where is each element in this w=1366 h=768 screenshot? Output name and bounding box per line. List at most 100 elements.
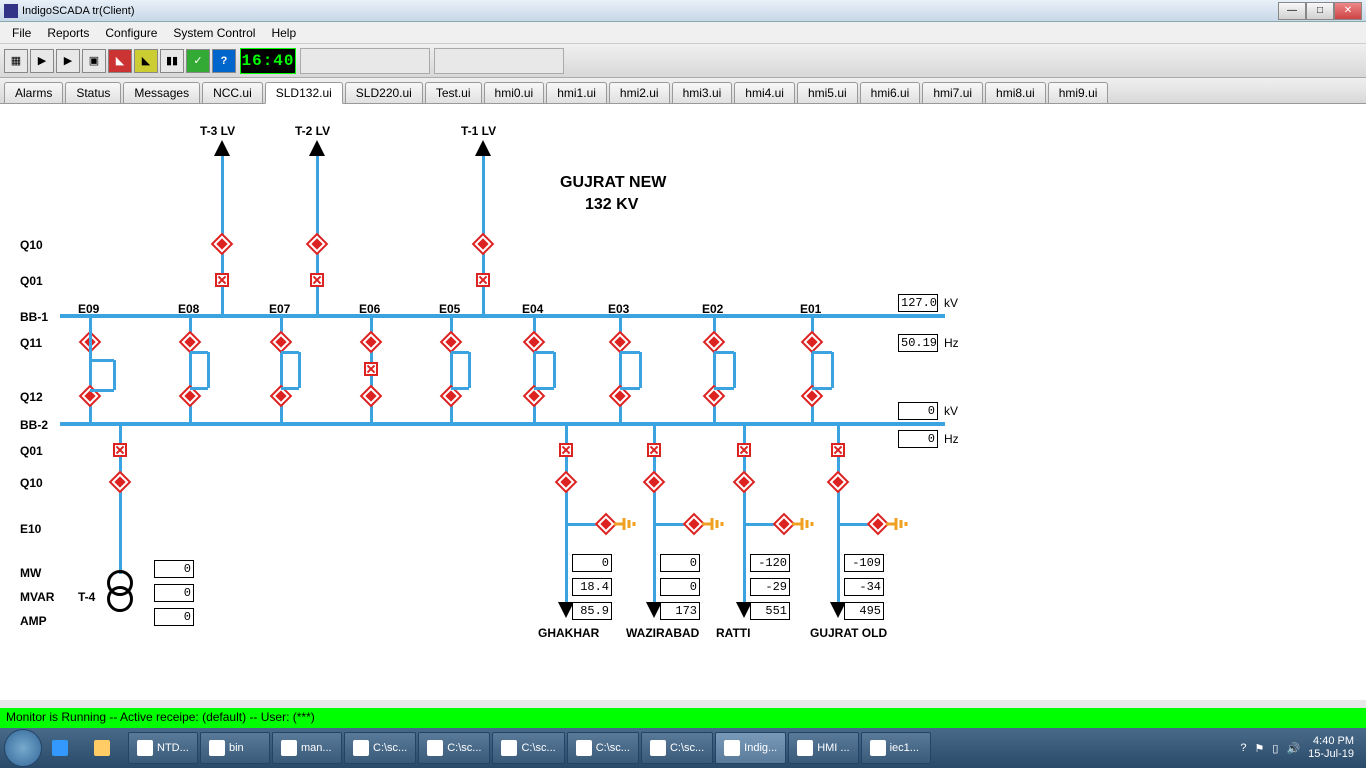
- tab-hmi8-ui[interactable]: hmi8.ui: [985, 82, 1046, 103]
- tab-Alarms[interactable]: Alarms: [4, 82, 63, 103]
- disconnector[interactable]: [306, 233, 329, 256]
- taskbar-item[interactable]: C:\sc...: [418, 732, 490, 764]
- disconnector[interactable]: [643, 471, 666, 494]
- meter: 0: [660, 578, 700, 596]
- wire: [281, 351, 299, 354]
- meter: 0: [660, 554, 700, 572]
- taskbar-item[interactable]: HMI ...: [788, 732, 858, 764]
- breaker[interactable]: [831, 443, 845, 457]
- taskbar-item[interactable]: NTD...: [128, 732, 198, 764]
- menu-bar: FileReportsConfigureSystem ControlHelp: [0, 22, 1366, 44]
- disconnector[interactable]: [211, 233, 234, 256]
- label: GHAKHAR: [538, 626, 599, 640]
- sld-canvas: GUJRAT NEW132 KVQ10Q01BB-1Q11Q12BB-2Q01Q…: [0, 104, 1366, 700]
- disconnector[interactable]: [827, 471, 850, 494]
- tab-hmi2-ui[interactable]: hmi2.ui: [609, 82, 670, 103]
- meter: 0: [154, 584, 194, 602]
- menu-reports[interactable]: Reports: [39, 24, 97, 42]
- disconnector[interactable]: [360, 331, 383, 354]
- toolbar-btn-6[interactable]: ◣: [134, 49, 158, 73]
- close-button[interactable]: ✕: [1334, 2, 1362, 20]
- taskbar-item[interactable]: C:\sc...: [344, 732, 416, 764]
- tab-hmi6-ui[interactable]: hmi6.ui: [860, 82, 921, 103]
- label: E04: [522, 302, 543, 316]
- tray-flag-icon[interactable]: ⚑: [1255, 742, 1265, 755]
- toolbar-btn-5[interactable]: ◣: [108, 49, 132, 73]
- meter: 0: [154, 560, 194, 578]
- wire: [89, 316, 92, 360]
- meter: 0: [898, 402, 938, 420]
- taskbar-item[interactable]: C:\sc...: [492, 732, 564, 764]
- toolbar-btn-3[interactable]: ▶: [56, 49, 80, 73]
- tab-Status[interactable]: Status: [65, 82, 121, 103]
- taskbar-ie[interactable]: [44, 732, 84, 764]
- disconnector[interactable]: [555, 471, 578, 494]
- tray-net-icon[interactable]: ▯: [1272, 742, 1278, 755]
- tab-hmi0-ui[interactable]: hmi0.ui: [484, 82, 545, 103]
- breaker[interactable]: [215, 273, 229, 287]
- toolbar-btn-7[interactable]: ▮▮: [160, 49, 184, 73]
- tab-hmi7-ui[interactable]: hmi7.ui: [922, 82, 983, 103]
- breaker[interactable]: [113, 443, 127, 457]
- menu-file[interactable]: File: [4, 24, 39, 42]
- wire: [207, 352, 210, 388]
- tab-hmi9-ui[interactable]: hmi9.ui: [1048, 82, 1109, 103]
- tab-NCC-ui[interactable]: NCC.ui: [202, 82, 263, 103]
- disconnector[interactable]: [733, 471, 756, 494]
- window-titlebar: IndigoSCADA tr(Client) — □ ✕: [0, 0, 1366, 22]
- toolbar-btn-2[interactable]: ▶: [30, 49, 54, 73]
- tab-Messages[interactable]: Messages: [123, 82, 200, 103]
- tab-hmi1-ui[interactable]: hmi1.ui: [546, 82, 607, 103]
- wire: [620, 351, 640, 354]
- menu-configure[interactable]: Configure: [97, 24, 165, 42]
- breaker[interactable]: [559, 443, 573, 457]
- menu-system-control[interactable]: System Control: [165, 24, 263, 42]
- start-button[interactable]: [4, 729, 42, 767]
- taskbar-item[interactable]: man...: [272, 732, 342, 764]
- window-title: IndigoSCADA tr(Client): [22, 5, 1278, 17]
- breaker[interactable]: [364, 362, 378, 376]
- meter: 495: [844, 602, 884, 620]
- unit: Hz: [944, 432, 959, 446]
- wire: [553, 352, 556, 388]
- toolbar-btn-1[interactable]: ▦: [4, 49, 28, 73]
- meter: -29: [750, 578, 790, 596]
- toolbar-btn-help[interactable]: ?: [212, 49, 236, 73]
- disconnector[interactable]: [472, 233, 495, 256]
- ground-icon: [702, 516, 730, 532]
- wire: [451, 387, 469, 390]
- wire: [281, 387, 299, 390]
- breaker[interactable]: [737, 443, 751, 457]
- tab-SLD132-ui[interactable]: SLD132.ui: [265, 82, 343, 104]
- tab-hmi4-ui[interactable]: hmi4.ui: [734, 82, 795, 103]
- breaker[interactable]: [310, 273, 324, 287]
- menu-help[interactable]: Help: [263, 24, 304, 42]
- label: T-1 LV: [461, 124, 496, 138]
- maximize-button[interactable]: □: [1306, 2, 1334, 20]
- minimize-button[interactable]: —: [1278, 2, 1306, 20]
- breaker[interactable]: [647, 443, 661, 457]
- tray-clock[interactable]: 4:40 PM 15-Jul-19: [1308, 735, 1354, 761]
- tray-vol-icon[interactable]: 🔊: [1286, 742, 1300, 755]
- taskbar-explorer[interactable]: [86, 732, 126, 764]
- taskbar-item[interactable]: iec1...: [861, 732, 931, 764]
- taskbar-item[interactable]: Indig...: [715, 732, 786, 764]
- taskbar-item[interactable]: C:\sc...: [567, 732, 639, 764]
- wire: [812, 387, 832, 390]
- tray-help-icon[interactable]: ?: [1240, 742, 1246, 754]
- label: RATTI: [716, 626, 750, 640]
- tab-hmi3-ui[interactable]: hmi3.ui: [672, 82, 733, 103]
- breaker[interactable]: [476, 273, 490, 287]
- meter: -120: [750, 554, 790, 572]
- disconnector[interactable]: [360, 385, 383, 408]
- tab-Test-ui[interactable]: Test.ui: [425, 82, 482, 103]
- meter: 50.19: [898, 334, 938, 352]
- toolbar-btn-4[interactable]: ▣: [82, 49, 106, 73]
- tab-SLD220-ui[interactable]: SLD220.ui: [345, 82, 423, 103]
- taskbar-item[interactable]: bin: [200, 732, 270, 764]
- taskbar-item[interactable]: C:\sc...: [641, 732, 713, 764]
- disconnector[interactable]: [109, 471, 132, 494]
- toolbar-btn-check[interactable]: ✓: [186, 49, 210, 73]
- tab-hmi5-ui[interactable]: hmi5.ui: [797, 82, 858, 103]
- toolbar-clock: 16:40: [240, 48, 296, 74]
